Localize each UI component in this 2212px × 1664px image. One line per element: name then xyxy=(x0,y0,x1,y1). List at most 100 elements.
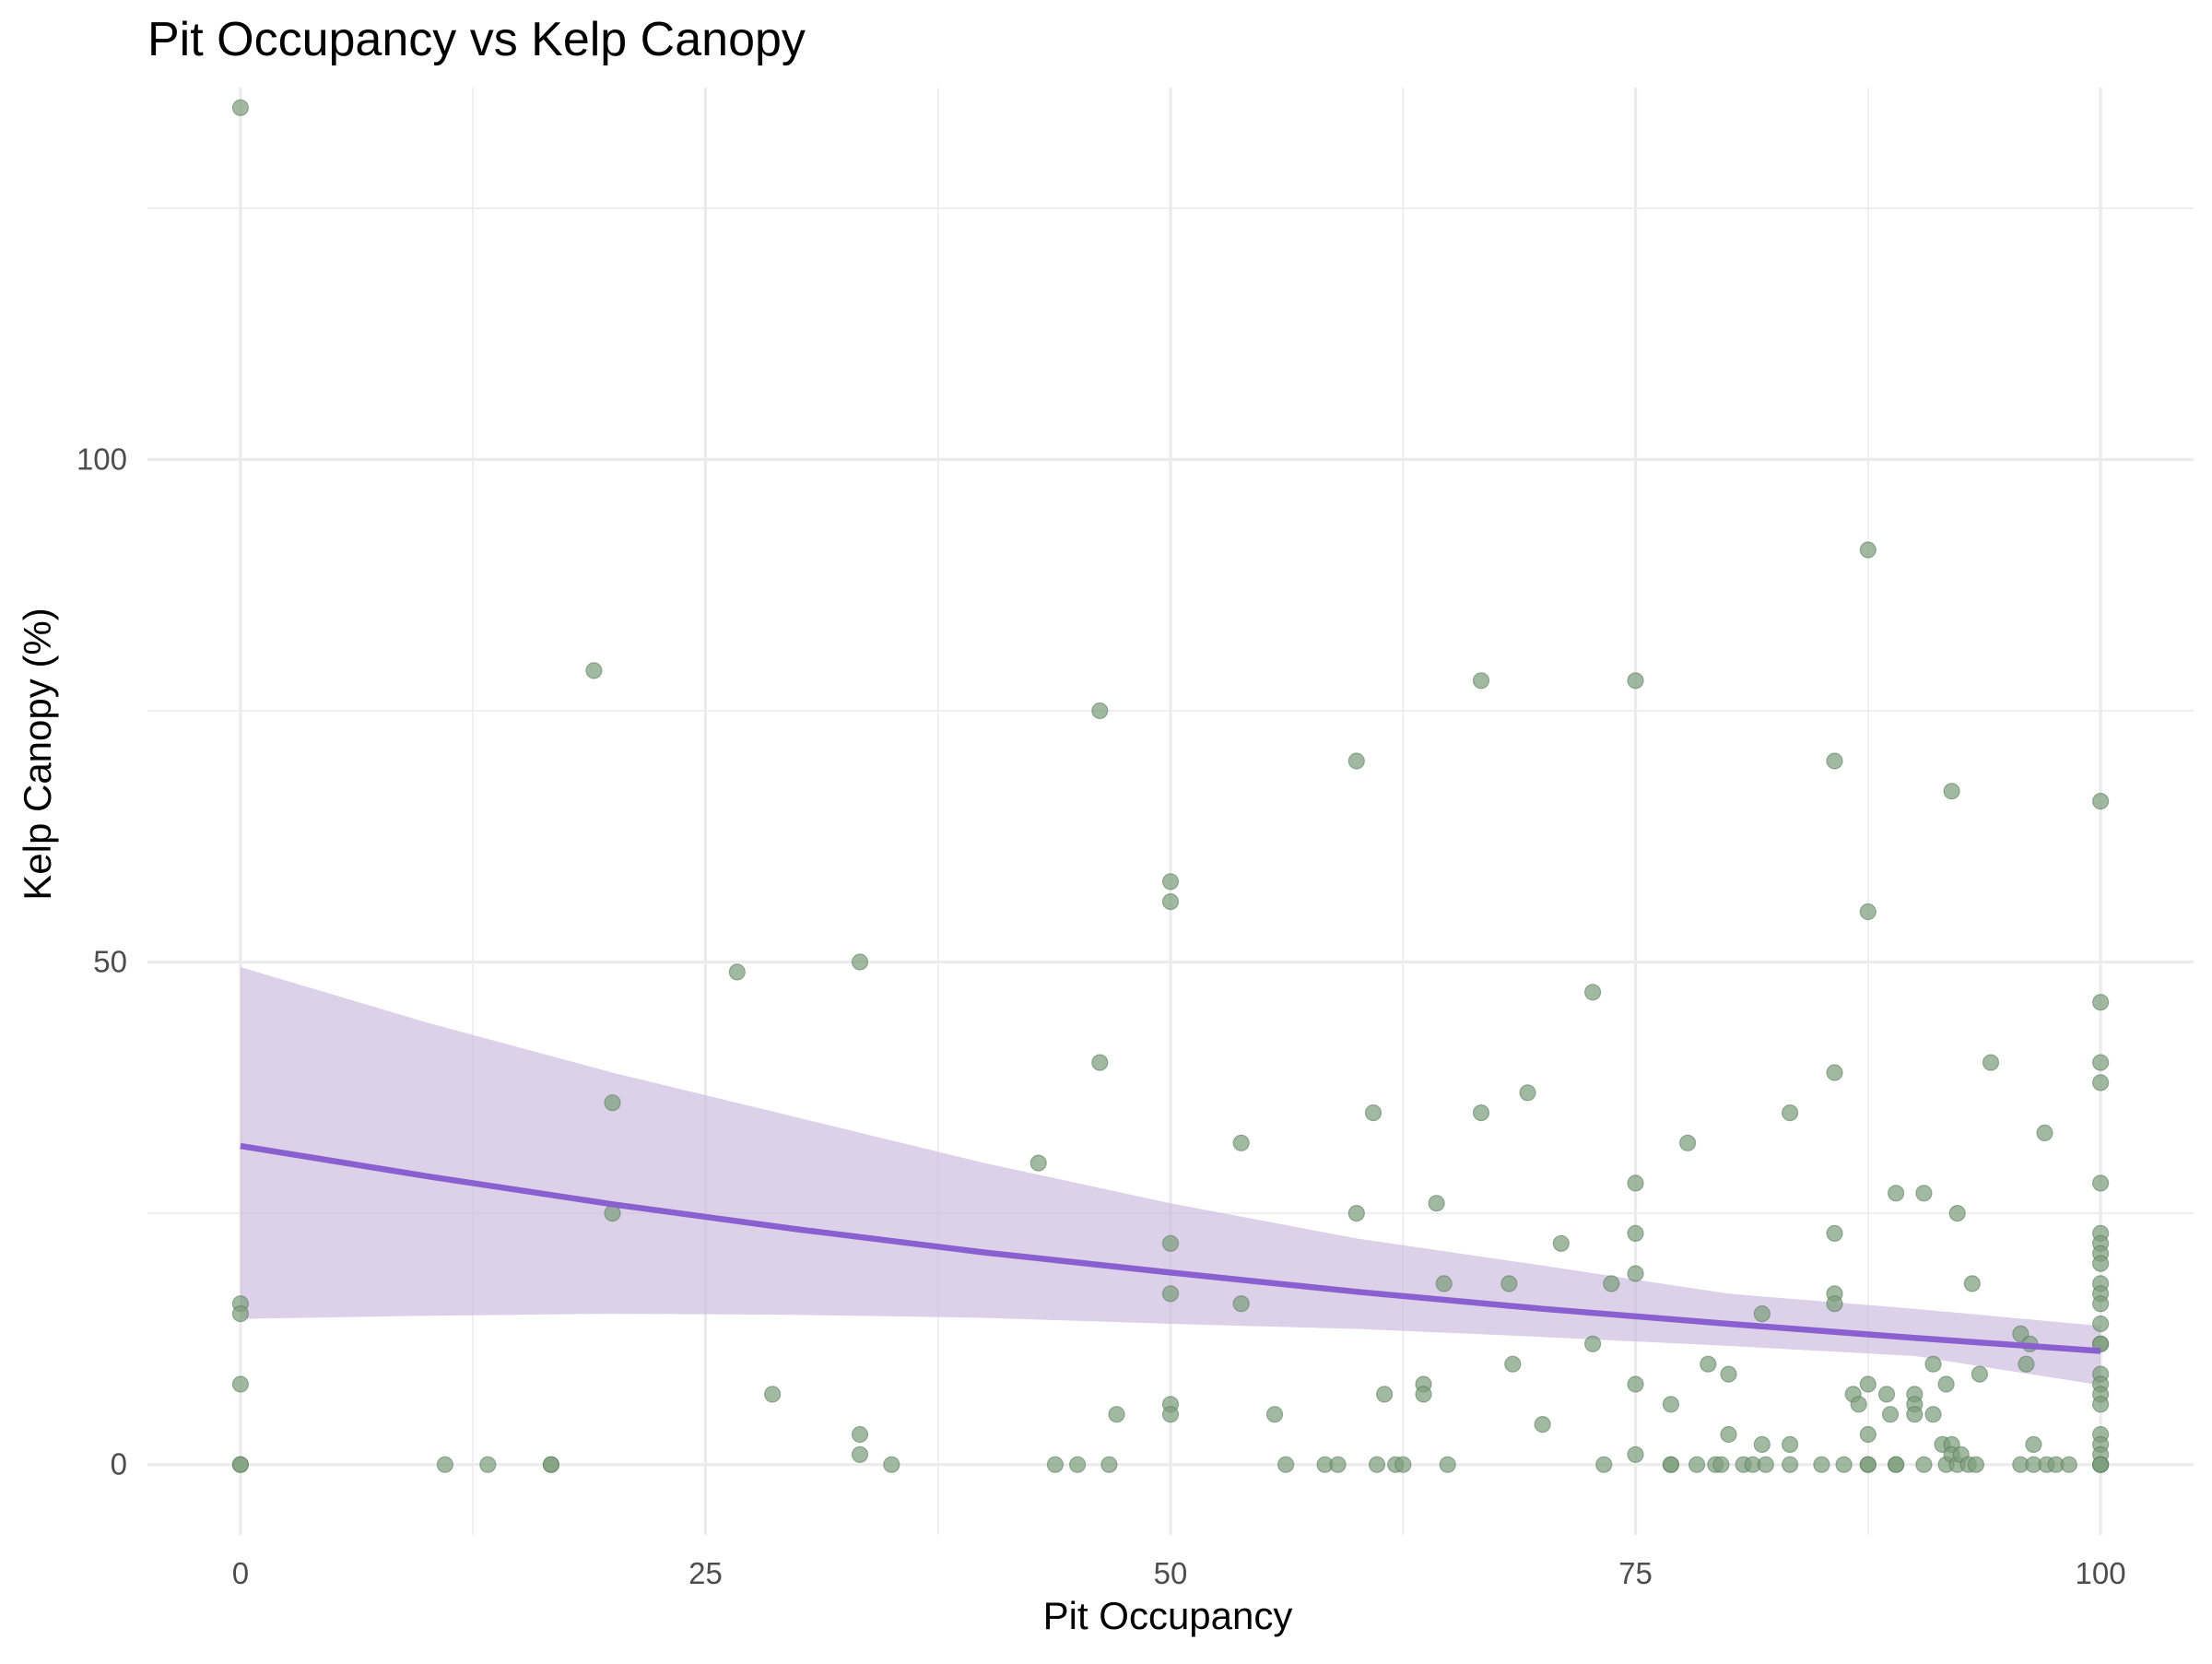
data-point xyxy=(1375,1386,1394,1403)
data-point xyxy=(1627,1174,1644,1192)
y-tick-label: 50 xyxy=(93,945,127,979)
data-point xyxy=(1329,1456,1347,1473)
data-point xyxy=(763,1386,782,1403)
data-point xyxy=(1583,1335,1602,1352)
data-point xyxy=(1888,1185,1905,1202)
data-point xyxy=(883,1456,900,1473)
data-point xyxy=(1068,1456,1087,1473)
data-point xyxy=(1552,1234,1570,1252)
x-tick-label: 25 xyxy=(688,1556,723,1590)
data-point xyxy=(1971,1365,1988,1383)
data-point xyxy=(2092,1396,2110,1413)
data-point xyxy=(1720,1425,1737,1444)
data-point xyxy=(2018,1355,2035,1373)
tick-labels: 0 25 50 75 100 0 50 100 xyxy=(76,442,2126,1590)
data-point xyxy=(1627,672,1644,690)
data-point xyxy=(2092,1315,2110,1333)
data-point xyxy=(1937,1375,1955,1393)
data-point xyxy=(1347,1204,1365,1222)
data-point xyxy=(1595,1456,1613,1473)
data-point xyxy=(585,662,603,679)
data-point xyxy=(1046,1456,1065,1473)
data-point xyxy=(436,1456,453,1473)
data-point xyxy=(1826,1295,1843,1313)
data-point xyxy=(1781,1456,1799,1473)
data-point xyxy=(1906,1406,1924,1423)
data-point xyxy=(1757,1456,1774,1473)
data-point xyxy=(1859,1456,1877,1473)
data-point xyxy=(1888,1456,1905,1473)
y-tick-label: 100 xyxy=(76,442,127,476)
data-point xyxy=(1091,1054,1109,1071)
data-point xyxy=(2092,1054,2110,1071)
data-point xyxy=(1277,1456,1295,1473)
data-point xyxy=(2092,1295,2110,1313)
data-point xyxy=(1712,1456,1730,1473)
data-point xyxy=(1265,1406,1284,1423)
data-point xyxy=(1753,1435,1771,1454)
data-point xyxy=(1859,903,1877,921)
data-point xyxy=(1435,1275,1453,1292)
data-point xyxy=(1415,1386,1432,1403)
data-point xyxy=(1982,1054,2000,1071)
data-point xyxy=(2092,1255,2110,1272)
data-point xyxy=(1627,1375,1644,1393)
data-point xyxy=(1720,1365,1737,1383)
data-point xyxy=(231,1304,249,1323)
data-point xyxy=(1519,1084,1536,1102)
data-point xyxy=(1603,1275,1620,1292)
y-axis-title: Kelp Canopy (%) xyxy=(16,608,59,900)
data-point xyxy=(1948,1204,1966,1222)
data-point xyxy=(851,1425,869,1444)
data-point xyxy=(1161,873,1180,891)
data-point xyxy=(1534,1415,1551,1434)
data-point xyxy=(1472,1103,1490,1122)
data-point xyxy=(1850,1396,1867,1413)
data-point xyxy=(1963,1275,1981,1292)
data-point xyxy=(1472,672,1490,690)
data-point xyxy=(1627,1446,1644,1463)
data-point xyxy=(1924,1355,1942,1373)
data-point xyxy=(1924,1406,1942,1423)
data-point xyxy=(1161,1285,1180,1303)
data-point xyxy=(1500,1275,1518,1292)
data-point xyxy=(2092,994,2110,1011)
data-point xyxy=(1662,1396,1680,1413)
data-point xyxy=(1835,1456,1853,1473)
chart-title: Pit Occupancy vs Kelp Canopy xyxy=(147,13,806,66)
data-point xyxy=(1347,752,1365,770)
data-point xyxy=(1700,1355,1717,1373)
data-point xyxy=(2025,1435,2042,1454)
data-point xyxy=(1394,1456,1412,1473)
data-point xyxy=(1881,1406,1900,1423)
data-point xyxy=(1439,1456,1456,1473)
data-point xyxy=(1943,783,1960,800)
data-point xyxy=(1100,1456,1118,1473)
data-point xyxy=(604,1094,621,1112)
data-point xyxy=(1232,1134,1250,1151)
data-point xyxy=(1826,752,1843,770)
data-point xyxy=(1364,1103,1382,1122)
data-point xyxy=(1859,541,1877,559)
data-point xyxy=(728,963,746,981)
trend-line-layer xyxy=(240,1142,2101,1354)
data-point xyxy=(479,1456,497,1473)
data-point xyxy=(2060,1456,2077,1473)
data-point xyxy=(1161,1234,1180,1252)
x-tick-label: 50 xyxy=(1154,1556,1188,1590)
data-point xyxy=(1813,1456,1830,1473)
data-point xyxy=(1108,1406,1125,1423)
data-point xyxy=(851,953,869,971)
data-point xyxy=(2092,792,2110,810)
data-point xyxy=(1781,1103,1799,1122)
data-point xyxy=(1915,1456,1933,1473)
data-point xyxy=(1877,1386,1896,1403)
grid xyxy=(147,88,2194,1535)
data-point xyxy=(231,1456,249,1473)
data-point xyxy=(231,1375,249,1393)
x-axis-title: Pit Occupancy xyxy=(1043,1594,1293,1637)
data-point xyxy=(1967,1456,1984,1473)
data-point xyxy=(1161,892,1180,911)
